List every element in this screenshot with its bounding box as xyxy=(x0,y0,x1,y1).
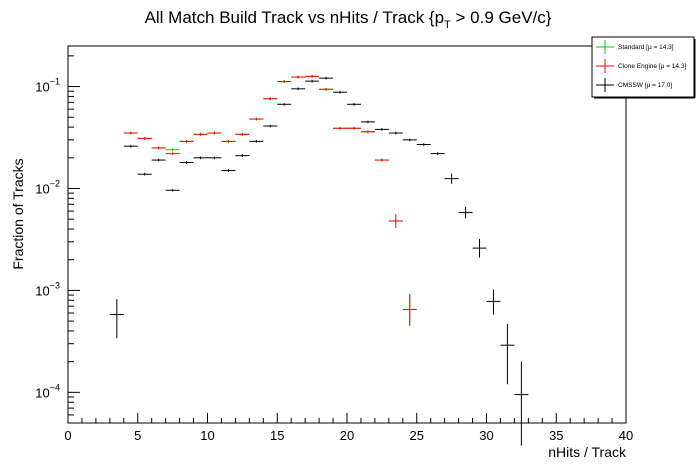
data-point xyxy=(179,161,194,164)
y-tick-exponent: −3 xyxy=(50,280,60,290)
x-tick-label: 15 xyxy=(270,428,284,443)
data-point xyxy=(444,173,459,184)
data-point xyxy=(430,152,445,155)
data-point xyxy=(333,126,347,130)
data-point xyxy=(402,294,417,326)
data-point xyxy=(151,158,166,162)
x-axis-title: nHits / Track xyxy=(548,444,627,460)
data-point xyxy=(235,154,250,157)
y-tick-base: 10 xyxy=(35,181,49,196)
y-tick-label: 10−2 xyxy=(35,178,60,196)
chart-title-subscript: T xyxy=(444,19,451,31)
x-tick-label: 35 xyxy=(549,428,563,443)
data-point xyxy=(151,146,166,150)
data-point xyxy=(360,120,375,124)
data-series xyxy=(109,75,529,446)
data-point xyxy=(221,169,236,172)
data-point xyxy=(193,133,208,136)
data-point xyxy=(319,76,334,80)
plot-area xyxy=(67,45,627,424)
x-tick-label: 0 xyxy=(64,428,71,443)
data-point xyxy=(416,143,431,146)
y-tick-label: 10−1 xyxy=(35,77,60,95)
data-point xyxy=(277,80,292,83)
x-tick-label: 40 xyxy=(619,428,633,443)
data-point xyxy=(374,158,389,162)
data-point xyxy=(374,128,389,131)
data-point xyxy=(137,137,152,140)
data-point xyxy=(291,75,306,79)
legend: Standard [μ = 14.3] Clone Engine [μ = 14.… xyxy=(591,36,696,99)
data-point xyxy=(514,361,529,446)
x-tick-label: 25 xyxy=(410,428,424,443)
y-tick-label: 10−3 xyxy=(35,280,60,298)
data-point xyxy=(137,172,152,176)
legend-entry-label: CMSSW [μ = 17.0] xyxy=(618,82,672,89)
data-point xyxy=(472,238,487,258)
chart-title-suffix: > 0.9 GeV/c} xyxy=(451,8,552,27)
x-axis: 0 5 10 15 20 25 30 35 40 xyxy=(64,413,633,443)
data-point xyxy=(249,140,264,143)
data-point xyxy=(207,131,222,135)
data-point xyxy=(123,131,138,135)
y-tick-label: 10−4 xyxy=(35,382,60,400)
x-tick-label: 20 xyxy=(340,428,354,443)
data-point xyxy=(123,144,138,148)
data-point xyxy=(109,299,124,339)
y-tick-base: 10 xyxy=(35,385,49,400)
data-point xyxy=(165,148,180,152)
data-point xyxy=(263,124,278,128)
data-point xyxy=(179,140,194,143)
data-point xyxy=(347,126,361,130)
data-point xyxy=(360,130,375,134)
data-point xyxy=(402,138,417,142)
data-point xyxy=(165,152,180,155)
data-point xyxy=(347,102,361,106)
data-point xyxy=(319,87,334,91)
data-point xyxy=(249,117,264,121)
data-point xyxy=(305,75,320,78)
plot-frame xyxy=(67,45,627,424)
data-point xyxy=(291,87,306,91)
data-point xyxy=(193,156,208,160)
legend-entry-label: Standard [μ = 14.3] xyxy=(618,44,674,51)
data-point xyxy=(235,133,250,136)
series-standard xyxy=(123,75,417,326)
y-tick-exponent: −4 xyxy=(50,382,60,392)
data-point xyxy=(277,102,292,106)
y-tick-base: 10 xyxy=(35,283,49,298)
data-point xyxy=(165,188,180,192)
data-point xyxy=(263,97,278,101)
data-point xyxy=(207,156,222,160)
data-point xyxy=(305,79,320,83)
x-tick-label: 30 xyxy=(479,428,493,443)
series-cmssw xyxy=(109,76,529,446)
x-tick-label: 10 xyxy=(200,428,214,443)
y-tick-base: 10 xyxy=(35,80,49,95)
x-tick-label: 5 xyxy=(134,428,141,443)
data-point xyxy=(388,131,403,135)
y-axis-title: Fraction of Tracks xyxy=(10,158,26,269)
data-point xyxy=(333,90,347,94)
chart-title-main: All Match Build Track vs nHits / Track {… xyxy=(145,8,444,27)
y-tick-exponent: −2 xyxy=(50,178,60,188)
data-point xyxy=(486,289,501,315)
data-point xyxy=(221,140,236,143)
series-clone-engine xyxy=(123,75,417,326)
y-tick-exponent: −1 xyxy=(50,77,60,87)
data-point xyxy=(458,206,473,219)
data-point xyxy=(388,214,403,228)
chart-title: All Match Build Track vs nHits / Track {… xyxy=(145,8,552,31)
data-point xyxy=(500,323,515,385)
y-axis: 10−410−310−210−1 xyxy=(35,55,80,424)
legend-entry-label: Clone Engine [μ = 14.3] xyxy=(618,63,686,70)
